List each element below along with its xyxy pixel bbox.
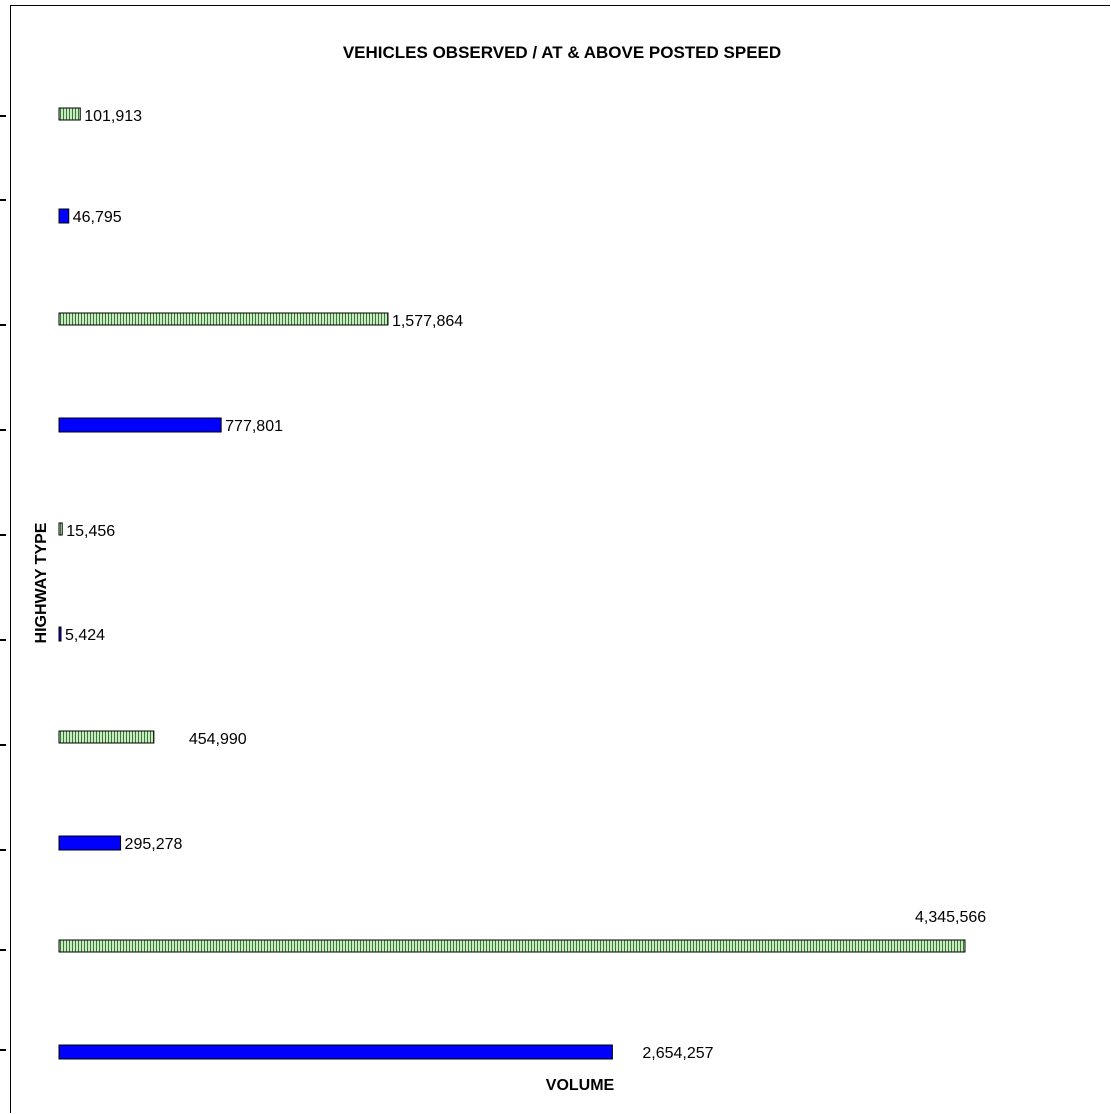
chart-title: VEHICLES OBSERVED / AT & ABOVE POSTED SP… bbox=[343, 43, 781, 62]
bar-6 bbox=[58, 417, 222, 433]
x-axis-title: VOLUME bbox=[546, 1077, 615, 1094]
bar-9 bbox=[58, 107, 81, 121]
bars-layer bbox=[58, 107, 966, 1060]
value-label-8: 46,795 bbox=[73, 209, 122, 226]
value-labels-layer: 2,654,257 4,345,566 295,278 454,990 5,424 15,… bbox=[65, 108, 986, 1062]
bar-3 bbox=[58, 730, 155, 744]
y-axis-title: HIGHWAY TYPE bbox=[33, 522, 50, 643]
bar-0 bbox=[58, 1044, 613, 1060]
bar-2 bbox=[58, 835, 122, 851]
value-label-4: 5,424 bbox=[65, 627, 105, 644]
bar-5 bbox=[58, 522, 63, 536]
bar-4 bbox=[58, 626, 62, 642]
value-label-9: 101,913 bbox=[84, 108, 142, 125]
value-label-6: 777,801 bbox=[225, 418, 283, 435]
chart-frame bbox=[10, 5, 1110, 1113]
bar-8 bbox=[58, 208, 70, 224]
value-label-2: 295,278 bbox=[125, 836, 183, 853]
value-label-5: 15,456 bbox=[66, 523, 115, 540]
bar-1 bbox=[58, 939, 966, 953]
value-label-3: 454,990 bbox=[189, 731, 247, 748]
category-tick-marks bbox=[0, 115, 6, 1051]
value-label-0: 2,654,257 bbox=[642, 1045, 713, 1062]
value-label-7: 1,577,864 bbox=[392, 313, 463, 330]
value-label-1: 4,345,566 bbox=[915, 909, 986, 926]
bar-7 bbox=[58, 312, 389, 326]
